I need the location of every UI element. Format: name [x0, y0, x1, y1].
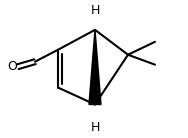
- Text: H: H: [90, 121, 100, 134]
- Text: H: H: [90, 4, 100, 17]
- Polygon shape: [89, 30, 101, 104]
- Text: O: O: [7, 60, 17, 73]
